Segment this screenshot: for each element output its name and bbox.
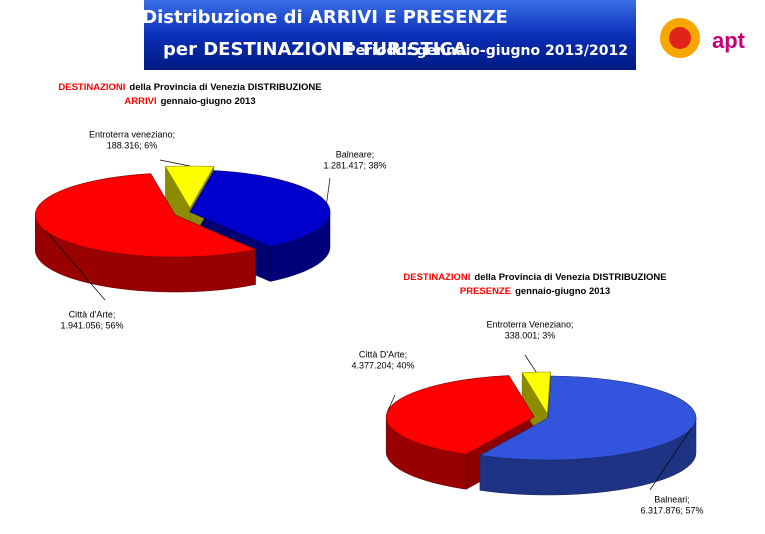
header-subtitle: per DESTINAZIONE TURISTICA xyxy=(163,39,467,60)
slice xyxy=(164,165,215,209)
header-title: Distribuzione di ARRIVI E PRESENZE xyxy=(142,7,508,28)
value-label: 4.377.204; 40% xyxy=(351,360,414,370)
chart-title: PRESENZE gennaio-giugno 2013 xyxy=(460,286,610,297)
category-label: Entroterra Veneziano; xyxy=(486,319,573,329)
logo-text: apt xyxy=(712,28,746,53)
pie xyxy=(34,165,331,293)
leader-line xyxy=(45,230,106,301)
chart-title: DESTINAZIONI della Provincia di Venezia D… xyxy=(58,82,321,93)
leader-line xyxy=(649,428,692,491)
category-label: Città D'Arte; xyxy=(359,349,407,359)
pie xyxy=(385,371,697,496)
leader-line xyxy=(387,394,396,411)
chart-title-part: DESTINAZIONI xyxy=(403,272,470,283)
chart-title: DESTINAZIONI della Provincia di Venezia D… xyxy=(403,272,666,283)
category-label: Città d'Arte; xyxy=(69,309,116,319)
category-label: Balneare; xyxy=(336,149,375,159)
chart-title-part: gennaio-giugno 2013 xyxy=(515,286,610,297)
category-label: Entroterra veneziano; xyxy=(89,129,175,139)
value-label: 1.941.056; 56% xyxy=(60,320,123,330)
chart-title-part: gennaio-giugno 2013 xyxy=(161,96,256,107)
category-label: Balneari; xyxy=(654,494,690,504)
chart-title: ARRIVI gennaio-giugno 2013 xyxy=(124,96,255,107)
value-label: 188.316; 6% xyxy=(107,140,158,150)
chart-title-part: PRESENZE xyxy=(460,286,511,297)
leader-line xyxy=(326,177,331,203)
chart-title-part: ARRIVI xyxy=(124,96,156,107)
leader-line xyxy=(524,354,537,373)
chart-title-part: DESTINAZIONI xyxy=(58,82,125,93)
value-label: 1.281.417; 38% xyxy=(323,160,386,170)
header-banner xyxy=(144,0,636,70)
leader-line xyxy=(159,159,190,167)
chart-title-part: della Provincia di Venezia DISTRIBUZIONE xyxy=(474,272,666,283)
value-label: 338.001; 3% xyxy=(505,330,556,340)
logo: apt xyxy=(660,18,746,58)
value-label: 6.317.876; 57% xyxy=(640,505,703,515)
chart-title-part: della Provincia di Venezia DISTRIBUZIONE xyxy=(129,82,321,93)
header-period: Periodo: gennaio-giugno 2013/2012 xyxy=(345,43,628,59)
